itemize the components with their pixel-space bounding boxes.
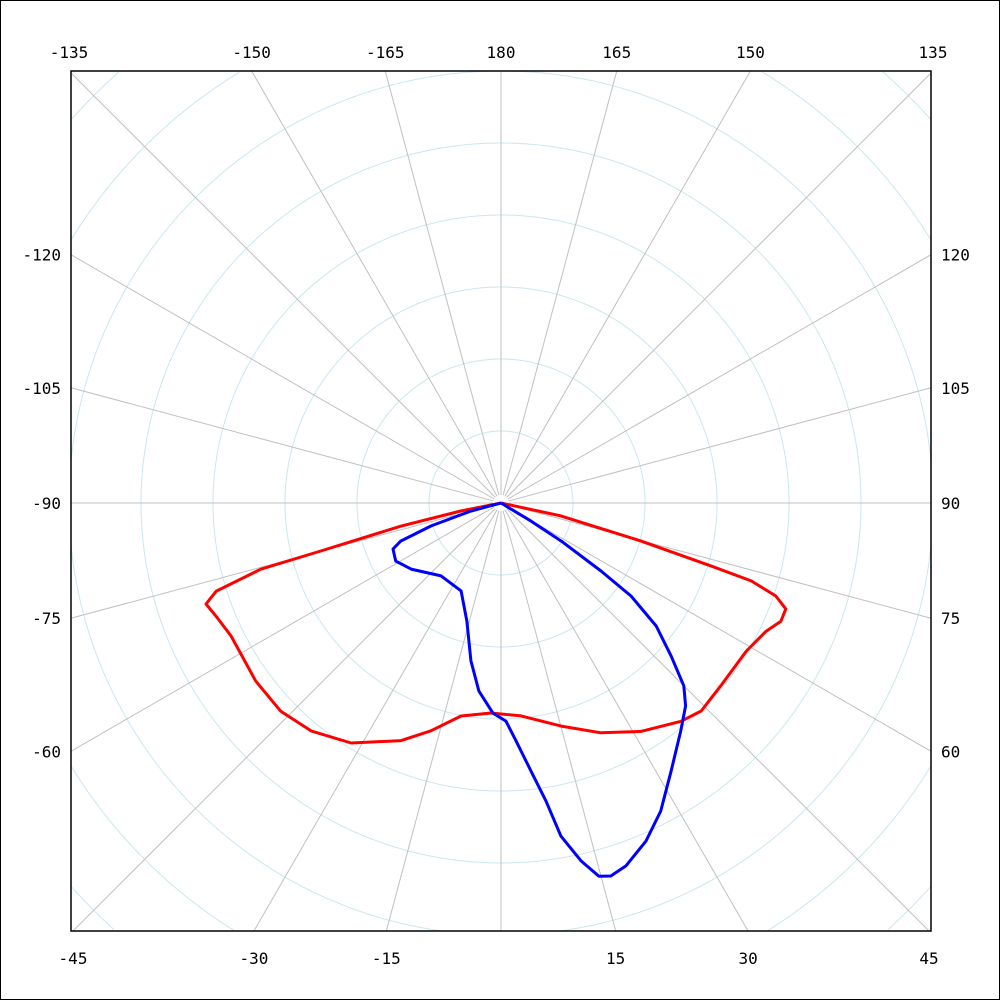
- tick-label-bottom: 45: [919, 949, 938, 968]
- tick-label-top: -165: [366, 43, 405, 62]
- polar-grid: [70, 70, 932, 932]
- grid-spoke: [70, 506, 495, 752]
- tick-label-top: 165: [602, 43, 631, 62]
- grid-spoke: [502, 70, 618, 496]
- grid-spoke: [508, 504, 932, 619]
- tick-labels: -135 -150 -165 180 165 150 135 -120 -105 -90 -75 -6…: [22, 43, 969, 968]
- grid-spoke: [70, 387, 494, 502]
- tick-label-left: -60: [32, 742, 61, 761]
- series-curve-1: [204, 501, 788, 745]
- tick-label-right: 105: [941, 379, 970, 398]
- tick-label-bottom: -15: [372, 949, 401, 968]
- tick-label-left: -90: [32, 494, 61, 513]
- tick-label-left: -105: [22, 379, 61, 398]
- grid-ring: [70, 71, 932, 930]
- grid-spoke: [251, 70, 498, 497]
- tick-label-bottom: 30: [738, 949, 757, 968]
- grid-ring: [70, 71, 932, 931]
- tick-label-top: 180: [487, 43, 516, 62]
- tick-label-top: -135: [50, 43, 89, 62]
- tick-label-bottom: -30: [239, 949, 268, 968]
- grid-spoke: [504, 70, 751, 497]
- grid-spoke: [384, 70, 500, 496]
- grid-spoke: [70, 254, 495, 500]
- grid-spoke: [72, 508, 496, 932]
- grid-spoke: [507, 506, 932, 752]
- grid-spoke: [70, 72, 496, 498]
- grid-spoke: [506, 508, 930, 932]
- tick-label-right: 60: [941, 742, 960, 761]
- tick-label-top: 135: [919, 43, 948, 62]
- grid-spoke: [506, 72, 932, 498]
- tick-label-right: 120: [941, 246, 970, 265]
- plot-frame: [70, 70, 932, 932]
- grid-spoke: [502, 510, 617, 932]
- tick-label-bottom: -45: [59, 949, 88, 968]
- tick-label-left: -75: [32, 609, 61, 628]
- tick-label-top: 150: [736, 43, 765, 62]
- tick-label-right: 75: [941, 609, 960, 628]
- tick-label-left: -120: [22, 246, 61, 265]
- grid-spoke: [508, 387, 932, 502]
- curves: [204, 501, 788, 878]
- grid-spoke: [253, 509, 498, 932]
- grid-spoke: [507, 254, 932, 500]
- series-curve-2: [391, 501, 688, 878]
- tick-label-top: -150: [232, 43, 271, 62]
- grid-spoke: [385, 510, 500, 932]
- tick-label-right: 90: [941, 494, 960, 513]
- tick-label-bottom: 15: [606, 949, 625, 968]
- grid-spoke: [504, 509, 749, 932]
